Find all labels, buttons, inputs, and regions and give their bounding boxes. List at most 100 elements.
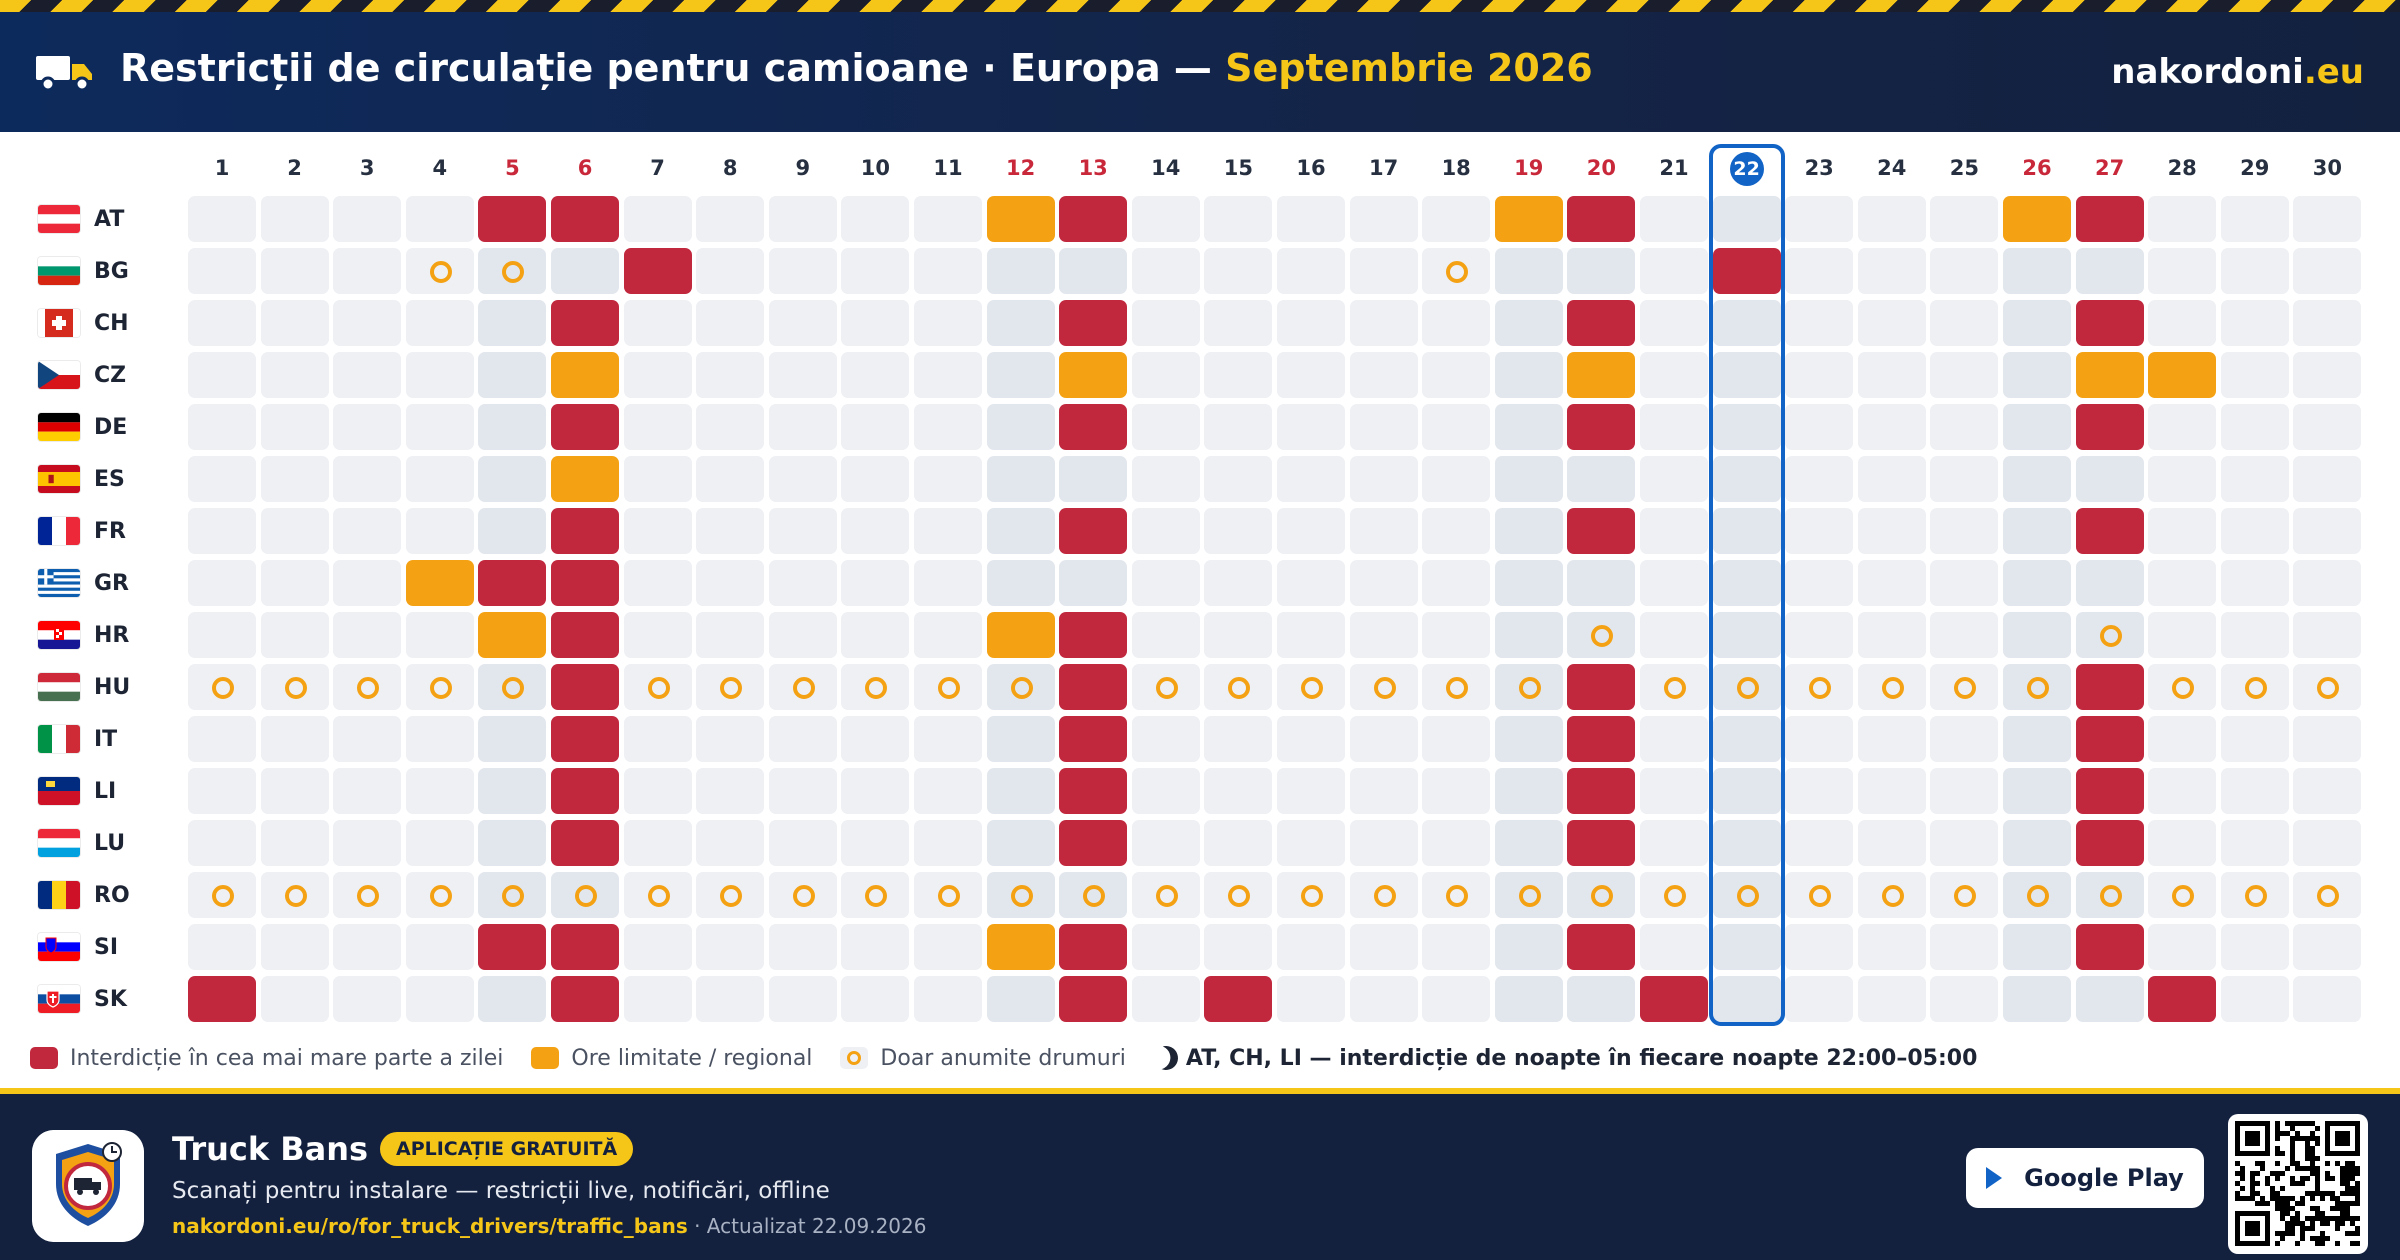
calendar-cell[interactable] xyxy=(478,872,547,918)
calendar-cell[interactable] xyxy=(188,196,256,242)
calendar-cell[interactable] xyxy=(1059,768,1128,814)
calendar-cell[interactable] xyxy=(696,560,765,606)
calendar-cell[interactable] xyxy=(841,352,910,398)
calendar-cell[interactable] xyxy=(551,612,619,658)
calendar-cell[interactable] xyxy=(768,248,837,294)
calendar-cell[interactable] xyxy=(2293,196,2362,242)
calendar-cell[interactable] xyxy=(1712,404,1781,450)
calendar-cell[interactable] xyxy=(623,612,692,658)
calendar-cell[interactable] xyxy=(2003,456,2071,502)
calendar-cell[interactable] xyxy=(1857,456,1926,502)
calendar-cell[interactable] xyxy=(1494,976,1563,1022)
calendar-cell[interactable] xyxy=(986,508,1055,554)
calendar-cell[interactable] xyxy=(1857,196,1926,242)
calendar-cell[interactable] xyxy=(1712,716,1781,762)
calendar-cell[interactable] xyxy=(2220,664,2289,710)
calendar-cell[interactable] xyxy=(914,872,982,918)
calendar-cell[interactable] xyxy=(2220,976,2289,1022)
calendar-cell[interactable] xyxy=(1277,404,1345,450)
calendar-cell[interactable] xyxy=(914,976,982,1022)
calendar-cell[interactable] xyxy=(2075,300,2144,346)
calendar-cell[interactable] xyxy=(986,716,1055,762)
calendar-cell[interactable] xyxy=(1785,612,1854,658)
calendar-cell[interactable] xyxy=(478,456,547,502)
calendar-cell[interactable] xyxy=(2075,664,2144,710)
calendar-cell[interactable] xyxy=(1059,248,1128,294)
calendar-cell[interactable] xyxy=(1857,508,1926,554)
calendar-cell[interactable] xyxy=(2148,404,2217,450)
calendar-cell[interactable] xyxy=(1349,456,1418,502)
calendar-cell[interactable] xyxy=(1567,924,1636,970)
calendar-cell[interactable] xyxy=(1567,612,1636,658)
calendar-cell[interactable] xyxy=(768,560,837,606)
calendar-cell[interactable] xyxy=(1930,560,1999,606)
calendar-cell[interactable] xyxy=(1640,508,1708,554)
calendar-cell[interactable] xyxy=(1349,976,1418,1022)
calendar-cell[interactable] xyxy=(260,404,329,450)
calendar-cell[interactable] xyxy=(188,352,256,398)
calendar-cell[interactable] xyxy=(551,872,619,918)
calendar-cell[interactable] xyxy=(551,560,619,606)
calendar-cell[interactable] xyxy=(2293,352,2362,398)
calendar-cell[interactable] xyxy=(188,508,256,554)
calendar-cell[interactable] xyxy=(1567,872,1636,918)
calendar-cell[interactable] xyxy=(1277,976,1345,1022)
calendar-cell[interactable] xyxy=(405,872,474,918)
calendar-cell[interactable] xyxy=(914,612,982,658)
calendar-cell[interactable] xyxy=(260,560,329,606)
calendar-cell[interactable] xyxy=(1494,872,1563,918)
calendar-cell[interactable] xyxy=(696,664,765,710)
calendar-cell[interactable] xyxy=(2220,352,2289,398)
calendar-cell[interactable] xyxy=(333,300,402,346)
calendar-cell[interactable] xyxy=(2220,820,2289,866)
calendar-cell[interactable] xyxy=(1422,716,1491,762)
calendar-cell[interactable] xyxy=(1422,560,1491,606)
calendar-cell[interactable] xyxy=(551,404,619,450)
calendar-cell[interactable] xyxy=(623,196,692,242)
calendar-cell[interactable] xyxy=(768,872,837,918)
calendar-cell[interactable] xyxy=(1857,872,1926,918)
calendar-cell[interactable] xyxy=(768,664,837,710)
calendar-cell[interactable] xyxy=(1422,820,1491,866)
calendar-cell[interactable] xyxy=(2003,196,2071,242)
calendar-cell[interactable] xyxy=(333,768,402,814)
calendar-cell[interactable] xyxy=(2075,976,2144,1022)
calendar-cell[interactable] xyxy=(1059,352,1128,398)
calendar-cell[interactable] xyxy=(1785,248,1854,294)
calendar-cell[interactable] xyxy=(1277,768,1345,814)
calendar-cell[interactable] xyxy=(1785,716,1854,762)
calendar-cell[interactable] xyxy=(1930,456,1999,502)
calendar-cell[interactable] xyxy=(1059,560,1128,606)
calendar-cell[interactable] xyxy=(2003,820,2071,866)
calendar-cell[interactable] xyxy=(260,196,329,242)
calendar-cell[interactable] xyxy=(1059,820,1128,866)
calendar-cell[interactable] xyxy=(2148,664,2217,710)
calendar-cell[interactable] xyxy=(986,300,1055,346)
calendar-cell[interactable] xyxy=(841,196,910,242)
calendar-cell[interactable] xyxy=(1712,924,1781,970)
calendar-cell[interactable] xyxy=(986,820,1055,866)
footer-url-link[interactable]: nakordoni.eu/ro/for_truck_drivers/traffi… xyxy=(172,1214,688,1238)
calendar-cell[interactable] xyxy=(1277,560,1345,606)
calendar-cell[interactable] xyxy=(768,820,837,866)
calendar-cell[interactable] xyxy=(478,508,547,554)
calendar-cell[interactable] xyxy=(1857,560,1926,606)
calendar-cell[interactable] xyxy=(768,404,837,450)
calendar-cell[interactable] xyxy=(841,976,910,1022)
calendar-cell[interactable] xyxy=(1785,352,1854,398)
calendar-cell[interactable] xyxy=(914,768,982,814)
calendar-cell[interactable] xyxy=(1059,976,1128,1022)
calendar-cell[interactable] xyxy=(1494,352,1563,398)
calendar-cell[interactable] xyxy=(768,352,837,398)
calendar-cell[interactable] xyxy=(1204,664,1273,710)
calendar-cell[interactable] xyxy=(1640,560,1708,606)
calendar-cell[interactable] xyxy=(696,196,765,242)
calendar-cell[interactable] xyxy=(2148,976,2217,1022)
calendar-cell[interactable] xyxy=(1204,820,1273,866)
calendar-cell[interactable] xyxy=(2220,404,2289,450)
calendar-cell[interactable] xyxy=(1277,456,1345,502)
calendar-cell[interactable] xyxy=(2148,248,2217,294)
calendar-cell[interactable] xyxy=(623,768,692,814)
calendar-cell[interactable] xyxy=(768,196,837,242)
calendar-cell[interactable] xyxy=(1494,300,1563,346)
